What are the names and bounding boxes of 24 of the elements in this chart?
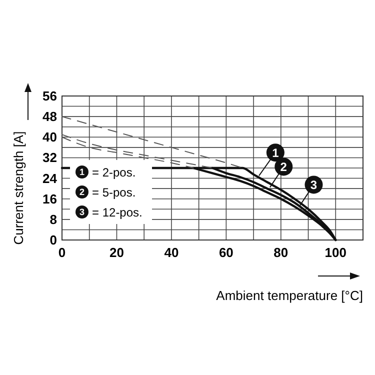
x-tick-label: 60: [218, 245, 234, 260]
y-tick-label: 32: [42, 150, 57, 166]
y-tick-label: 0: [50, 232, 57, 248]
annotation: 2: [280, 160, 288, 174]
annotation: = 12-pos.: [92, 206, 142, 220]
x-tick-label: 20: [109, 245, 124, 260]
x-tick-label: 40: [164, 245, 179, 260]
x-tick-label: 80: [274, 245, 288, 260]
y-tick-label: 16: [42, 191, 57, 206]
text: 2: [79, 187, 85, 198]
text: 3: [79, 207, 85, 218]
annotation: 1: [272, 146, 280, 160]
y-tick-label: 8: [50, 212, 57, 227]
y-tick-label: 40: [42, 130, 57, 145]
annotation: 3: [310, 178, 318, 192]
y-tick-label: 56: [42, 88, 57, 104]
annotation: = 2-pos.: [92, 166, 136, 180]
x-axis-title: Ambient temperature [°C]: [216, 288, 363, 303]
text: 1: [79, 167, 85, 178]
y-tick-label: 24: [42, 170, 58, 186]
annotation: = 5-pos.: [92, 186, 136, 200]
y-tick-label: 48: [42, 109, 57, 124]
y-axis-title: Current strength [A]: [11, 131, 26, 245]
x-tick-label: 100: [324, 245, 346, 260]
